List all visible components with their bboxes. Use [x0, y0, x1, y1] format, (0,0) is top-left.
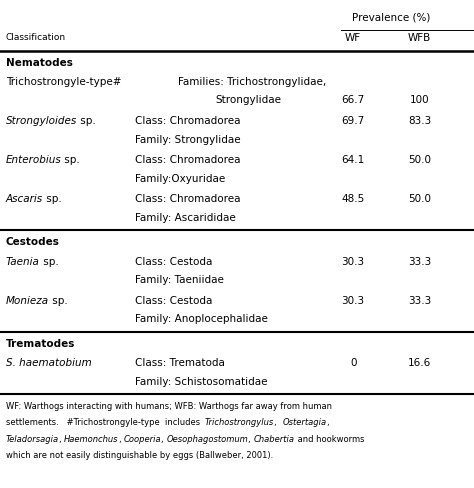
Text: 0: 0	[350, 357, 356, 367]
Text: 69.7: 69.7	[341, 116, 365, 126]
Text: settlements.   #Trichostrongyle-type  includes: settlements. #Trichostrongyle-type inclu…	[6, 417, 205, 427]
Text: Chabertia: Chabertia	[254, 434, 295, 443]
Text: Trichostrongyle-type#: Trichostrongyle-type#	[6, 77, 121, 87]
Text: 64.1: 64.1	[341, 155, 365, 165]
Text: Class: Chromadorea: Class: Chromadorea	[135, 116, 241, 126]
Text: Ascaris: Ascaris	[6, 194, 43, 204]
Text: 50.0: 50.0	[408, 155, 431, 165]
Text: Oesophagostomum: Oesophagostomum	[167, 434, 248, 443]
Text: 16.6: 16.6	[408, 357, 431, 367]
Text: Nematodes: Nematodes	[6, 58, 73, 67]
Text: sp.: sp.	[62, 155, 80, 165]
Text: sp.: sp.	[43, 194, 62, 204]
Text: ,: ,	[274, 417, 282, 427]
Text: ,: ,	[326, 417, 329, 427]
Text: Families: Trichostrongylidae,: Families: Trichostrongylidae,	[178, 77, 326, 87]
Text: Taenia: Taenia	[6, 256, 39, 266]
Text: ,: ,	[59, 434, 64, 443]
Text: Class: Chromadorea: Class: Chromadorea	[135, 194, 241, 204]
Text: WFB: WFB	[408, 33, 431, 43]
Text: Class: Chromadorea: Class: Chromadorea	[135, 155, 241, 165]
Text: 48.5: 48.5	[341, 194, 365, 204]
Text: Enterobius: Enterobius	[6, 155, 62, 165]
Text: sp.: sp.	[77, 116, 96, 126]
Text: Prevalence (%): Prevalence (%)	[352, 12, 430, 22]
Text: 30.3: 30.3	[342, 256, 365, 266]
Text: 66.7: 66.7	[341, 95, 365, 105]
Text: Class: Trematoda: Class: Trematoda	[135, 357, 225, 367]
Text: 30.3: 30.3	[342, 295, 365, 305]
Text: Family: Anoplocephalidae: Family: Anoplocephalidae	[135, 314, 268, 324]
Text: Cestodes: Cestodes	[6, 237, 60, 247]
Text: sp.: sp.	[39, 256, 58, 266]
Text: 83.3: 83.3	[408, 116, 431, 126]
Text: Haemonchus: Haemonchus	[64, 434, 118, 443]
Text: ,: ,	[162, 434, 167, 443]
Text: and hookworms: and hookworms	[295, 434, 364, 443]
Text: Classification: Classification	[6, 33, 66, 42]
Text: Strongylidae: Strongylidae	[216, 95, 282, 105]
Text: WF: Warthogs interacting with humans; WFB: Warthogs far away from human: WF: Warthogs interacting with humans; WF…	[6, 401, 332, 410]
Text: 33.3: 33.3	[408, 256, 431, 266]
Text: Class: Cestoda: Class: Cestoda	[135, 256, 212, 266]
Text: 100: 100	[410, 95, 429, 105]
Text: 50.0: 50.0	[408, 194, 431, 204]
Text: WF: WF	[345, 33, 361, 43]
Text: 33.3: 33.3	[408, 295, 431, 305]
Text: S. haematobium: S. haematobium	[6, 357, 91, 367]
Text: Class: Cestoda: Class: Cestoda	[135, 295, 212, 305]
Text: Strongyloides: Strongyloides	[6, 116, 77, 126]
Text: ,: ,	[118, 434, 124, 443]
Text: Trichostrongylus: Trichostrongylus	[205, 417, 274, 427]
Text: Family: Taeniidae: Family: Taeniidae	[135, 275, 224, 285]
Text: Ostertagia: Ostertagia	[282, 417, 326, 427]
Text: Trematodes: Trematodes	[6, 338, 75, 348]
Text: Teladorsagia: Teladorsagia	[6, 434, 59, 443]
Text: Family:Oxyuridae: Family:Oxyuridae	[135, 173, 225, 183]
Text: ,: ,	[248, 434, 254, 443]
Text: Cooperia: Cooperia	[124, 434, 162, 443]
Text: which are not easily distinguishable by eggs (Ballweber, 2001).: which are not easily distinguishable by …	[6, 450, 273, 459]
Text: sp.: sp.	[49, 295, 68, 305]
Text: Monieza: Monieza	[6, 295, 49, 305]
Text: Family: Schistosomatidae: Family: Schistosomatidae	[135, 376, 268, 386]
Text: Family: Strongylidae: Family: Strongylidae	[135, 134, 241, 144]
Text: Family: Ascarididae: Family: Ascarididae	[135, 212, 236, 223]
